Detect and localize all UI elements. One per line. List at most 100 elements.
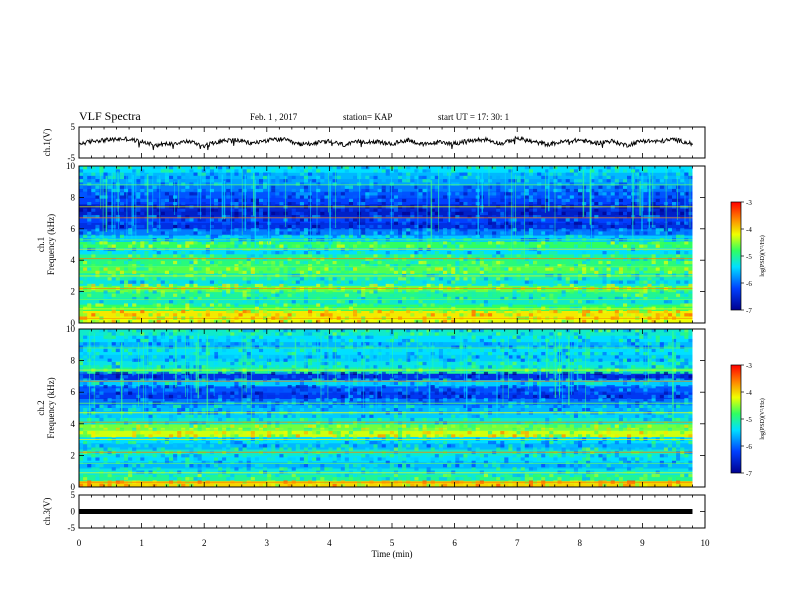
ch1-spec-cell (516, 293, 521, 297)
ch1-spec-cell (447, 306, 452, 310)
ch2-spec-cell (152, 414, 157, 418)
ch1-spec-cell (222, 179, 227, 183)
ch1-spec-cell (438, 241, 443, 245)
ch2-spec-cell (663, 424, 668, 428)
ch1-spec-cell (124, 175, 129, 180)
ch1-spec-cell (344, 169, 349, 173)
ch2-spec-cell (91, 467, 96, 471)
ch1-spec-cell (361, 202, 366, 206)
ch1-spec-cell (189, 260, 194, 265)
ch1-spec-cell (193, 257, 198, 261)
ch1-spec-cell (684, 221, 689, 225)
ch1-spec-cell (672, 228, 677, 232)
ch2-spec-cell (557, 470, 562, 474)
ch1-spec-cell (393, 202, 398, 206)
ch1-spec-cell (402, 211, 407, 216)
ch1-spec-cell (475, 241, 480, 245)
ch1-spec-cell (209, 218, 214, 222)
ch2-spec-cell (438, 477, 443, 481)
ch1-spec-cell (169, 319, 174, 323)
ch1-spec-cell (533, 192, 538, 196)
ch1-spec-cell (160, 202, 165, 206)
ch2-spec-cell (586, 427, 591, 432)
ch1-spec-cell (496, 260, 501, 265)
ch2-spec-cell (426, 467, 431, 471)
ch1-spec-cell (635, 208, 640, 212)
ch1-spec-cell (87, 267, 92, 271)
ch2-spec-cell (488, 483, 493, 487)
ch1-spec-cell (406, 175, 411, 180)
ch1-spec-cell (488, 211, 493, 216)
ch1-spec-cell (299, 172, 304, 176)
ch2-spec-cell (381, 457, 386, 461)
ch2-spec-cell (590, 454, 595, 458)
ch1-spec-cell (381, 300, 386, 304)
ch1-spec-cell (107, 319, 112, 323)
ch2-spec-cell (688, 464, 693, 468)
ch2-spec-cell (365, 417, 370, 422)
ch2-spec-cell (393, 477, 398, 481)
ch1-spec-cell (422, 208, 427, 212)
ch2-spec-cell (218, 460, 223, 464)
ch1-spec-cell (119, 290, 124, 294)
ch1-spec-cell (655, 306, 660, 310)
ch1-spec-cell (95, 319, 100, 323)
ch2-spec-cell (148, 421, 153, 425)
ch1-spec-cell (222, 224, 227, 229)
ch1-spec-cell (103, 228, 108, 232)
ch1-spec-cell (332, 260, 337, 265)
ch1-spec-cell (602, 277, 607, 281)
ch1-spec-cell (242, 309, 247, 314)
ch2-spec-cell (573, 470, 578, 474)
ch1-spec-cell (353, 303, 358, 307)
ch1-spec-cell (209, 306, 214, 310)
ch1-spec-cell (316, 228, 321, 232)
ch1-spec-cell (83, 244, 88, 248)
ch2-spec-cell (152, 454, 157, 458)
ch1-spec-cell (369, 218, 374, 222)
ch1-spec-cell (128, 319, 133, 323)
ch1-spec-cell (508, 224, 513, 229)
ch2-spec-cell (119, 457, 124, 461)
ch1-spec-cell (672, 234, 677, 238)
ch2-spec-cell (353, 427, 358, 432)
ch2-spec-cell (267, 447, 272, 451)
ch2-spec-cell (659, 464, 664, 468)
ch1-spec-cell (152, 309, 157, 314)
ch1-spec-cell (430, 188, 435, 193)
ch1-spec-cell (201, 306, 206, 310)
ch1-spec-cell (635, 169, 640, 173)
ch1-spec-cell (508, 192, 513, 196)
ch1-spec-cell (590, 234, 595, 238)
ch2-spec-cell (422, 470, 427, 474)
ch1-spec-cell (586, 300, 591, 304)
ch1-spec-cell (520, 169, 525, 173)
ch1-spec-cell (602, 260, 607, 265)
ch2-spec-cell (140, 434, 145, 438)
ch1-spec-cell (164, 270, 169, 274)
ch1-spec-cell (344, 260, 349, 265)
ch1-spec-cell (549, 166, 554, 170)
ch1-spec-cell (688, 218, 693, 222)
ch1-spec-cell (672, 306, 677, 310)
ch1-spec-cell (557, 244, 562, 248)
ch2-spec-cell (676, 444, 681, 448)
ch2-spec-cell (99, 464, 104, 468)
ch2-spec-cell (357, 473, 362, 478)
ch1-spec-cell (185, 234, 190, 238)
ch2-spec-cell (99, 447, 104, 451)
ch2-spec-cell (430, 424, 435, 428)
ch1-spec-cell (344, 280, 349, 284)
ch1-spec-cell (124, 188, 129, 193)
ch1-spec-cell (373, 169, 378, 173)
ch1-spec-cell (598, 309, 603, 314)
ch1-spec-cell (565, 231, 570, 235)
ch1-spec-cell (87, 192, 92, 196)
ch1-spec-cell (320, 313, 325, 317)
ch2-spec-cell (475, 447, 480, 451)
ch2-spec-cell (246, 444, 251, 448)
ch1-spec-cell (230, 290, 235, 294)
ch2-spec-cell (246, 460, 251, 464)
ch1-spec-cell (373, 309, 378, 314)
ch1-spec-cbar-tick-label: -7 (746, 307, 752, 315)
